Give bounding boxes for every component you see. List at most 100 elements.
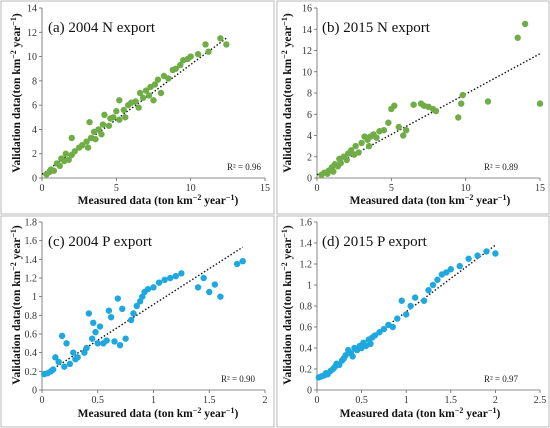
y-tick-label: 0.6: [300, 323, 313, 334]
data-point: [514, 34, 521, 41]
x-axis-label: Measured data (ton km−2 year−1): [340, 406, 501, 421]
data-point: [52, 354, 59, 361]
data-point: [136, 89, 144, 97]
y-tick-label: 1.2: [25, 274, 38, 285]
panel-frame: [276, 0, 550, 215]
data-point: [128, 316, 135, 324]
panel-frame: [0, 215, 275, 428]
y-tick-label: 1.6: [25, 236, 38, 247]
data-point: [239, 258, 246, 265]
data-point: [380, 325, 388, 333]
data-point: [172, 65, 179, 72]
data-point: [403, 126, 410, 134]
data-point: [455, 114, 462, 121]
x-axis-label: Measured data (ton km−2 year−1): [350, 193, 511, 208]
y-tick-label: 4: [32, 125, 37, 136]
data-point: [122, 335, 129, 342]
y-axis-label: Validation data(ton km−2 year−1): [9, 225, 24, 385]
trendline: [41, 246, 244, 377]
y-tick-label: 1.8: [25, 218, 38, 229]
data-point: [150, 97, 157, 104]
data-point: [358, 139, 365, 147]
y-tick-label: 1: [307, 281, 312, 292]
panel-a: 0 5 10 15 0 2 4 6 8 10 12 14 (a) 2004 N export R² = 0…: [0, 0, 275, 215]
data-point: [103, 337, 110, 344]
y-tick-label: 12: [302, 46, 312, 57]
data-point: [349, 353, 356, 360]
data-point: [400, 132, 407, 139]
y-tick-label: 0: [307, 386, 312, 397]
data-point: [395, 123, 402, 131]
r-squared-annotation: R² = 0.97: [484, 374, 519, 384]
y-tick-label: 16: [302, 4, 312, 15]
data-point: [429, 281, 437, 289]
y-tick-label: 0: [307, 174, 312, 185]
data-point: [95, 126, 102, 133]
data-point: [61, 363, 68, 370]
data-point: [155, 279, 163, 286]
data-point: [177, 61, 184, 69]
data-point: [98, 131, 105, 138]
data-point: [211, 281, 219, 288]
data-point: [465, 255, 472, 262]
data-point: [99, 121, 107, 128]
data-point: [365, 142, 373, 150]
data-point: [142, 87, 150, 94]
data-point: [474, 252, 481, 259]
data-point: [151, 81, 159, 88]
data-point: [483, 248, 490, 255]
data-point: [167, 274, 174, 282]
data-point: [394, 315, 401, 322]
y-tick-label: 6: [307, 110, 312, 121]
data-point: [62, 150, 69, 157]
data-point: [122, 114, 129, 121]
data-point: [434, 276, 441, 283]
y-tick-label: 1: [32, 292, 37, 303]
data-point: [459, 91, 466, 99]
data-point: [70, 349, 77, 356]
data-point: [71, 148, 78, 155]
x-tick-label: 0: [40, 395, 45, 406]
x-tick-label: 2: [493, 395, 498, 406]
data-point: [484, 98, 492, 105]
data-point: [352, 142, 359, 150]
data-point: [144, 286, 152, 293]
y-tick-label: 0.4: [25, 348, 38, 359]
data-point: [65, 156, 72, 163]
data-point: [58, 332, 66, 340]
data-point: [119, 305, 126, 312]
data-point: [355, 149, 362, 156]
x-axis-label: Measured data (ton km−2 year−1): [78, 406, 239, 421]
data-point: [50, 167, 58, 174]
x-tick-label: 2.5: [534, 395, 547, 406]
x-tick-label: 15: [260, 183, 270, 194]
data-point: [200, 274, 207, 282]
data-point: [107, 314, 115, 321]
data-point: [165, 75, 172, 82]
data-point: [94, 340, 101, 347]
data-point: [330, 168, 337, 175]
data-point: [389, 323, 397, 331]
data-point: [105, 307, 113, 314]
data-point: [178, 270, 185, 277]
data-point: [111, 338, 118, 345]
data-point: [92, 135, 99, 143]
data-point: [407, 302, 414, 310]
data-point: [78, 142, 86, 149]
data-point: [337, 159, 344, 167]
x-tick-label: 0: [40, 183, 45, 194]
data-point: [172, 272, 179, 280]
x-tick-label: 10: [461, 183, 471, 194]
data-point: [113, 108, 120, 115]
x-tick-label: 0.5: [92, 395, 105, 406]
data-point: [110, 114, 117, 121]
data-point: [367, 340, 374, 347]
x-tick-label: 1: [404, 395, 409, 406]
data-point: [49, 366, 57, 373]
data-point: [161, 276, 168, 284]
y-tick-label: 14: [27, 4, 37, 15]
data-point: [343, 156, 350, 164]
data-point: [391, 102, 398, 109]
